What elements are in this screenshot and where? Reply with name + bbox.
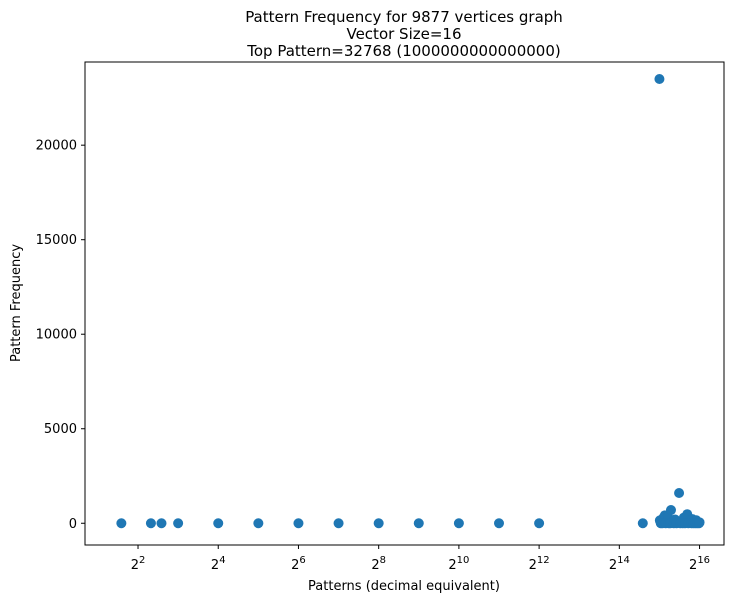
y-tick-label: 5000 (44, 422, 77, 437)
x-axis-ticks: 22 24 26 28 210 212 214 216 (131, 545, 710, 573)
y-tick-label: 10000 (36, 328, 77, 343)
data-point (373, 518, 384, 529)
chart-title-line-3: Top Pattern=32768 (1000000000000000) (246, 42, 561, 60)
data-point (413, 518, 424, 529)
x-tick-label: 28 (371, 555, 386, 573)
x-axis-label: Patterns (decimal equivalent) (308, 579, 500, 594)
data-point (694, 518, 705, 529)
plot-area-frame (84, 61, 725, 546)
x-tick-label: 22 (131, 555, 146, 573)
chart-title: Pattern Frequency for 9877 vertices grap… (245, 8, 563, 60)
data-point (333, 518, 344, 529)
data-point (145, 518, 156, 529)
data-point (213, 518, 224, 529)
data-point (173, 518, 184, 529)
chart-title-line-1: Pattern Frequency for 9877 vertices grap… (245, 8, 563, 26)
x-tick-label: 216 (689, 555, 710, 573)
x-tick-label: 210 (448, 555, 469, 573)
x-tick-label: 26 (291, 555, 306, 573)
data-point (156, 518, 167, 529)
data-point (534, 518, 545, 529)
y-tick-label: 15000 (36, 233, 77, 248)
data-point (674, 488, 685, 499)
y-axis-label: Pattern Frequency (9, 244, 24, 362)
x-tick-label: 212 (529, 555, 550, 573)
y-tick-label: 0 (69, 517, 77, 532)
x-tick-label: 24 (211, 555, 226, 573)
data-point (253, 518, 264, 529)
y-tick-label: 20000 (36, 139, 77, 154)
chart-title-line-2: Vector Size=16 (346, 25, 461, 43)
data-point (637, 518, 648, 529)
data-point (116, 518, 127, 529)
data-points (116, 74, 705, 529)
data-point (494, 518, 504, 529)
data-point (293, 518, 304, 529)
data-point (665, 505, 676, 516)
y-axis-ticks: 0 5000 10000 15000 20000 (36, 139, 85, 532)
data-point (654, 74, 665, 85)
data-point (453, 518, 464, 529)
x-tick-label: 214 (609, 555, 630, 573)
